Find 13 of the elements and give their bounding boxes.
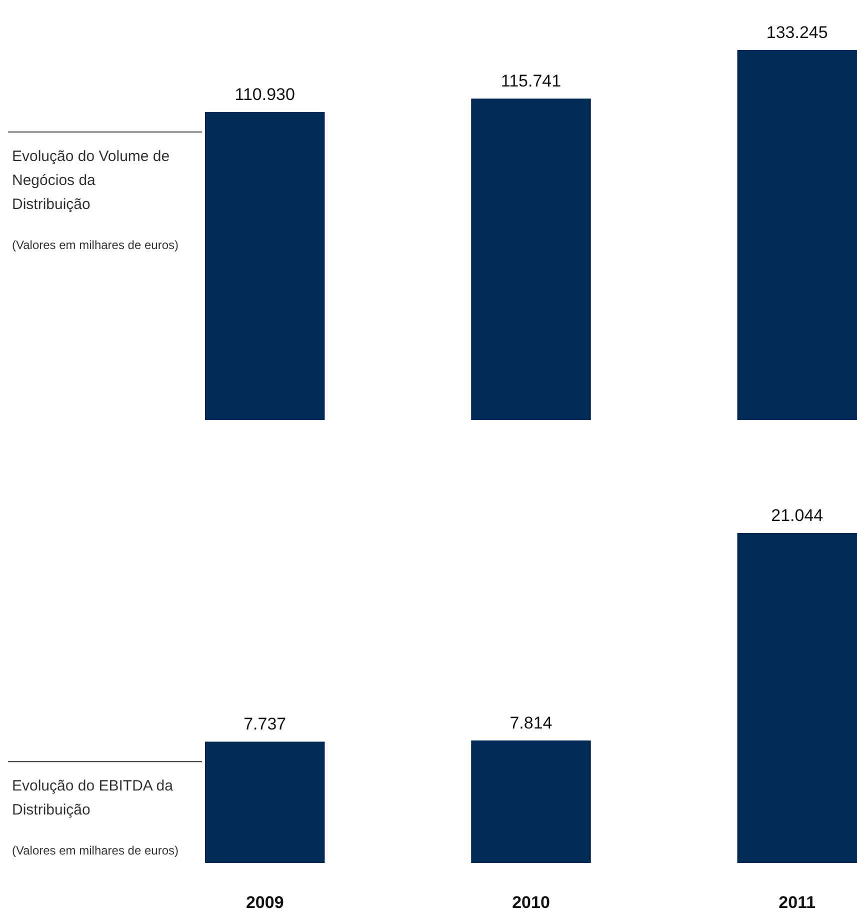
- data-label: 7.737: [244, 714, 286, 734]
- data-label: 115.741: [500, 72, 562, 91]
- text: Evolução do EBITDA da Distribuição: [12, 778, 174, 819]
- data-label: 133.245: [766, 23, 828, 42]
- x-tick-label: 2011: [778, 893, 816, 911]
- text: (Valores em milhares de euros): [12, 238, 179, 252]
- x-tick-label: 2010: [512, 893, 550, 911]
- text: (Valores em milhares de euros): [12, 844, 179, 858]
- text: Evolução do Volume de Negócios da Distribuição: [12, 148, 170, 213]
- data-label: 7.814: [510, 713, 552, 732]
- data-label: 110.930: [234, 84, 295, 104]
- data-label: 21.044: [771, 506, 824, 525]
- x-tick-label: 2009: [246, 893, 284, 911]
